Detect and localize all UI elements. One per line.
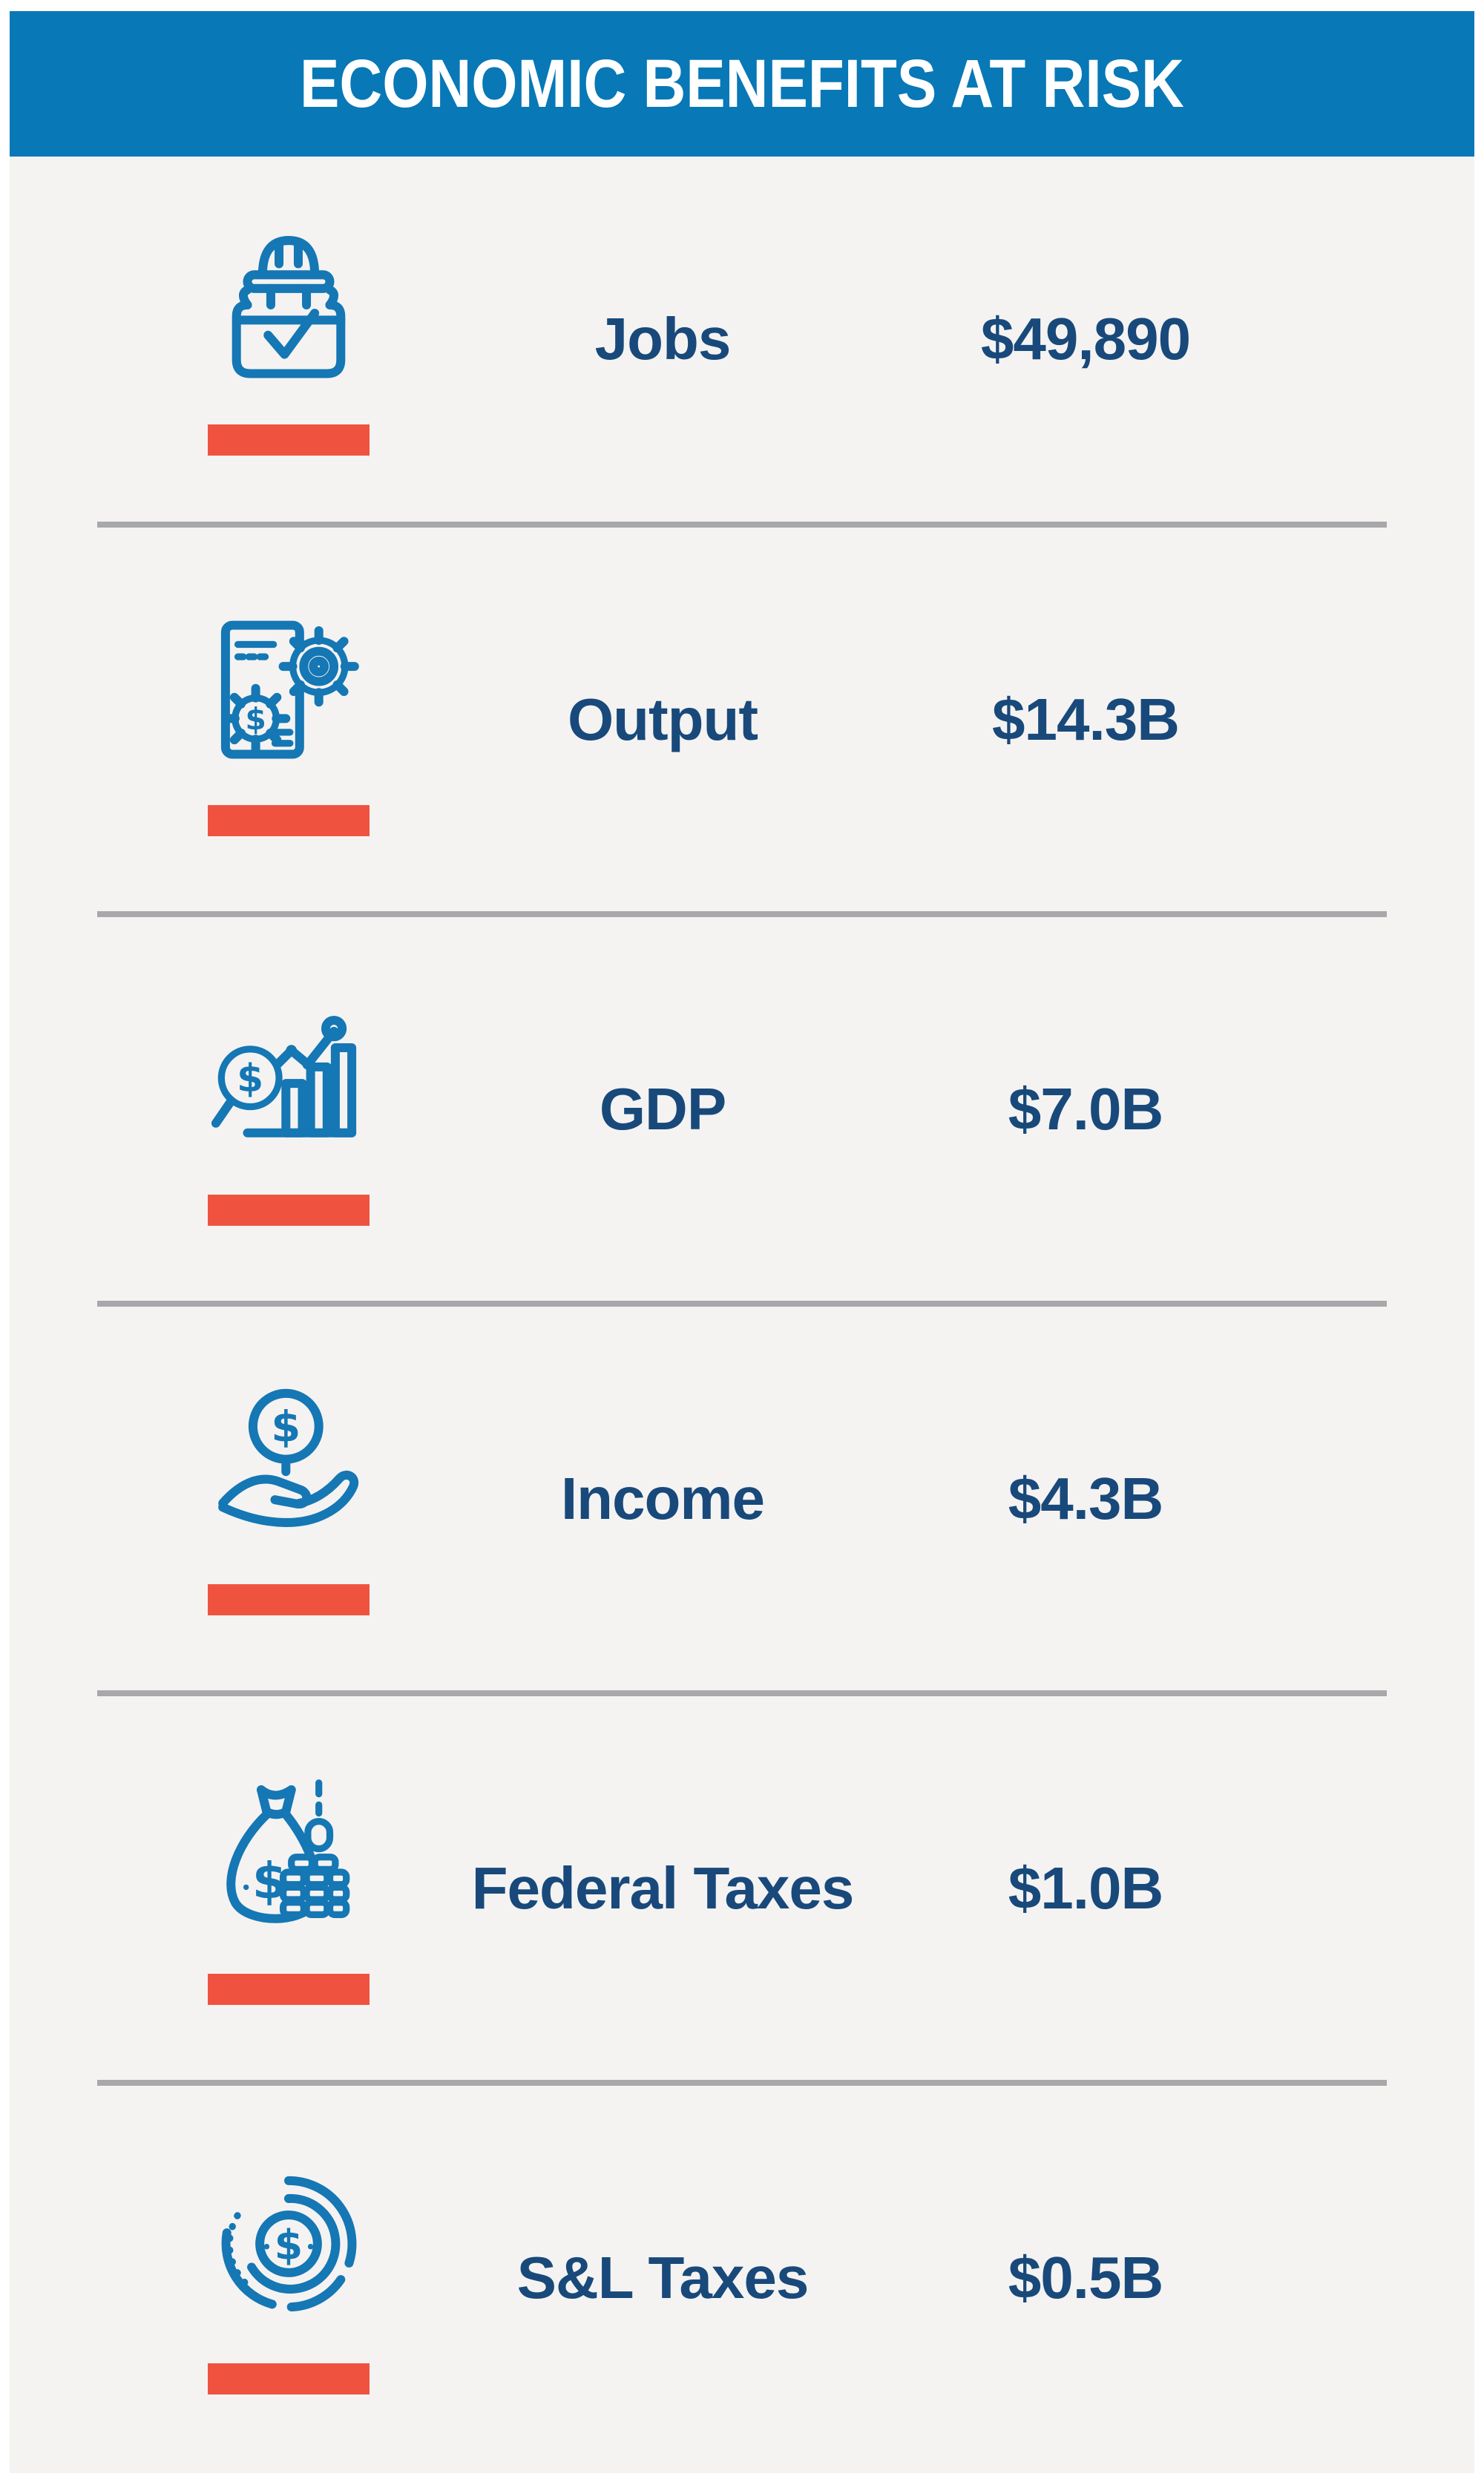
svg-text:$: $	[237, 1057, 263, 1101]
icon-zone: $	[10, 1382, 425, 1615]
icon-block: $	[206, 2161, 371, 2394]
stat-row-income: $ Income $4.3B	[10, 1307, 1474, 1690]
magnifier-bar-chart-icon: $	[211, 1015, 357, 1138]
stat-value: $14.3B	[992, 686, 1180, 752]
page-title: ECONOMIC BENEFITS AT RISK	[300, 45, 1184, 122]
stat-value: $1.0B	[1008, 1854, 1163, 1921]
icon-block	[206, 223, 371, 456]
stat-label: GDP	[599, 1075, 726, 1142]
accent-bar	[208, 424, 370, 456]
row-divider	[97, 1690, 1387, 1696]
accent-bar	[208, 1973, 370, 2005]
icon-zone: $	[10, 2161, 425, 2394]
icon-block: $	[206, 603, 371, 836]
row-divider	[97, 1301, 1387, 1307]
stat-value: $7.0B	[1008, 1075, 1163, 1142]
icon-zone	[10, 223, 425, 456]
row-divider	[97, 911, 1387, 917]
svg-text:$: $	[275, 2221, 303, 2269]
stat-row-federal-taxes: $	[10, 1696, 1474, 2080]
stat-row-gdp: $ GDP $7.0B	[10, 917, 1474, 1301]
icon-block: $	[206, 1772, 371, 2005]
header-banner: ECONOMIC BENEFITS AT RISK	[10, 11, 1474, 157]
icon-block: $	[206, 993, 371, 1226]
stat-row-jobs: Jobs $49,890	[10, 157, 1474, 522]
svg-text:$: $	[271, 1402, 301, 1451]
accent-bar	[208, 804, 370, 836]
accent-bar	[208, 1583, 370, 1615]
hand-coin-icon: $	[218, 1388, 359, 1527]
icon-zone: $	[10, 1772, 425, 2005]
accent-bar	[208, 2363, 370, 2394]
donut-chart-dollar-icon: $	[221, 2176, 357, 2311]
icon-zone: $	[10, 603, 425, 836]
document-gears-icon: $	[220, 620, 359, 759]
stat-value: $4.3B	[1008, 1465, 1163, 1532]
stat-value: $49,890	[980, 306, 1191, 372]
stats-panel: Jobs $49,890	[10, 157, 1474, 2473]
stat-label: Federal Taxes	[471, 1854, 855, 1921]
stat-row-output: $ Output $14.3B	[10, 528, 1474, 911]
svg-text:$: $	[245, 701, 266, 737]
stat-value: $0.5B	[1008, 2244, 1163, 2311]
stat-label: Jobs	[594, 306, 732, 372]
row-divider	[97, 522, 1387, 528]
stat-label: S&L Taxes	[516, 2244, 810, 2311]
hardhat-toolbox-icon	[232, 236, 346, 378]
icon-block: $	[206, 1382, 371, 1615]
stat-row-sl-taxes: $ S&L Taxes $0.5B	[10, 2086, 1474, 2469]
accent-bar	[208, 1194, 370, 1226]
row-divider	[97, 2080, 1387, 2086]
icon-zone: $	[10, 993, 425, 1226]
stat-label: Income	[560, 1465, 765, 1532]
money-bag-coins-icon: $	[226, 1779, 350, 1923]
stat-label: Output	[567, 686, 758, 752]
